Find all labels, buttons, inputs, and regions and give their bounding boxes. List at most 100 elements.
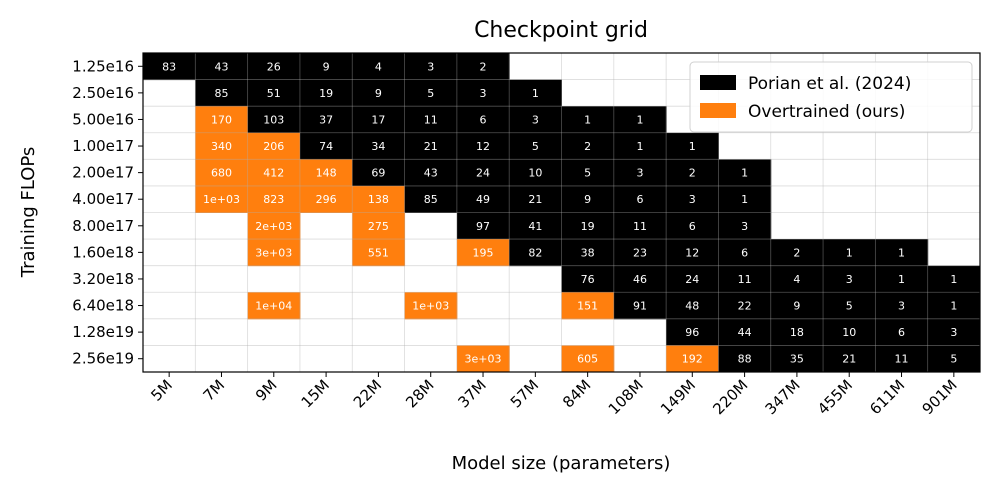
heatmap-cell: [509, 185, 562, 213]
cell-value-label: 1: [636, 113, 643, 126]
plot-frame: [142, 52, 981, 373]
x-tick-label: 28M: [402, 376, 437, 411]
heatmap-cell: [247, 132, 301, 160]
heatmap-cell: [404, 292, 458, 320]
heatmap-cell: [509, 212, 562, 240]
heatmap-cell: [247, 79, 301, 107]
heatmap-cell: [352, 132, 406, 160]
cell-value-label: 18: [790, 326, 804, 339]
heatmap-cell: [718, 212, 772, 240]
cell-value-label: 1: [950, 273, 957, 286]
x-tick-label: 611M: [866, 376, 908, 418]
heatmap-cell: [456, 132, 510, 160]
cell-value-label: 48: [685, 300, 699, 313]
cell-value-label: 3e+03: [255, 246, 292, 259]
x-tick-label: 347M: [762, 376, 804, 418]
cell-value-label: 9: [375, 87, 382, 100]
heatmap-cell: [352, 53, 406, 81]
heatmap-cell: [247, 292, 301, 320]
heatmap-cell: [718, 239, 772, 267]
heatmap-cell: [509, 79, 562, 107]
heatmap-cell: [718, 265, 772, 293]
x-tick-label: 108M: [605, 376, 647, 418]
cell-value-label: 5: [427, 87, 434, 100]
cell-value-label: 605: [577, 353, 598, 366]
heatmap-cell: [718, 185, 772, 213]
cell-value-label: 17: [371, 113, 385, 126]
cell-value-label: 3: [950, 326, 957, 339]
cell-value-label: 44: [738, 326, 752, 339]
heatmap-cell: [927, 265, 981, 293]
cell-value-label: 11: [633, 220, 647, 233]
legend-label: Overtrained (ours): [748, 102, 905, 122]
heatmap-cell: [352, 212, 406, 240]
heatmap-cell: [666, 265, 719, 293]
cell-value-label: 11: [738, 273, 752, 286]
cell-value-label: 6: [741, 246, 748, 259]
heatmap-cell: [666, 132, 719, 160]
cell-value-label: 19: [581, 220, 595, 233]
heatmap-cell: [561, 292, 615, 320]
y-tick-label: 1.25e16: [72, 57, 134, 75]
heatmap-cell: [456, 79, 510, 107]
cell-value-label: 1e+03: [412, 300, 449, 313]
heatmap-cell: [247, 106, 301, 134]
heatmap-cell: [299, 106, 353, 134]
cell-value-label: 21: [424, 140, 438, 153]
heatmap-cell: [195, 106, 249, 134]
heatmap-cell: [509, 159, 562, 187]
cell-value-label: 69: [371, 167, 385, 180]
cell-value-label: 551: [368, 246, 389, 259]
y-axis-label: Training FLOPs: [18, 147, 39, 279]
heatmap-cell: [299, 53, 353, 81]
heatmap-cell: [195, 79, 249, 107]
cell-value-label: 4: [793, 273, 800, 286]
cell-value-label: 49: [476, 193, 490, 206]
heatmap-cell: [927, 318, 981, 346]
cell-value-label: 43: [424, 167, 438, 180]
x-tick-label: 220M: [709, 376, 751, 418]
cell-value-label: 83: [162, 60, 176, 73]
heatmap-cell: [509, 132, 562, 160]
cell-value-label: 2: [480, 60, 487, 73]
cell-value-label: 296: [316, 193, 337, 206]
cell-value-label: 1e+03: [203, 193, 240, 206]
cell-value-label: 96: [685, 326, 699, 339]
cell-value-label: 1: [898, 246, 905, 259]
cell-value-label: 5: [846, 300, 853, 313]
cell-value-label: 21: [842, 353, 856, 366]
cell-value-label: 2: [584, 140, 591, 153]
cell-value-label: 1: [689, 140, 696, 153]
x-tick-label: 901M: [919, 376, 961, 418]
y-tick-label: 1.60e18: [72, 243, 134, 261]
cell-value-label: 5: [532, 140, 539, 153]
legend: Porian et al. (2024) Overtrained (ours): [689, 61, 973, 133]
cell-value-label: 12: [685, 246, 699, 259]
heatmap-cell: [561, 265, 615, 293]
heatmap-cell: [561, 106, 615, 134]
heatmap-cell: [666, 212, 719, 240]
cell-value-label: 148: [316, 167, 337, 180]
cell-value-label: 12: [476, 140, 490, 153]
heatmap-cell: [456, 345, 510, 373]
heatmap-cell: [927, 345, 981, 373]
x-tick-label: 37M: [454, 376, 489, 411]
cell-value-label: 35: [790, 353, 804, 366]
cell-value-label: 11: [895, 353, 909, 366]
heatmap-cell: [404, 106, 458, 134]
cell-value-label: 74: [319, 140, 333, 153]
heatmap-cell: [195, 159, 249, 187]
heatmap-cell: [404, 79, 458, 107]
cell-value-label: 2: [689, 167, 696, 180]
cell-value-label: 2e+03: [255, 220, 292, 233]
cell-value-label: 21: [528, 193, 542, 206]
y-tick-label: 8.00e17: [72, 217, 134, 235]
cell-value-label: 1: [636, 140, 643, 153]
heatmap-cell: [143, 53, 196, 81]
x-tick-label: 149M: [657, 376, 699, 418]
cell-value-label: 38: [581, 246, 595, 259]
heatmap-cell: [352, 185, 406, 213]
cell-value-label: 3: [480, 87, 487, 100]
cell-value-label: 138: [368, 193, 389, 206]
cell-value-label: 88: [738, 353, 752, 366]
